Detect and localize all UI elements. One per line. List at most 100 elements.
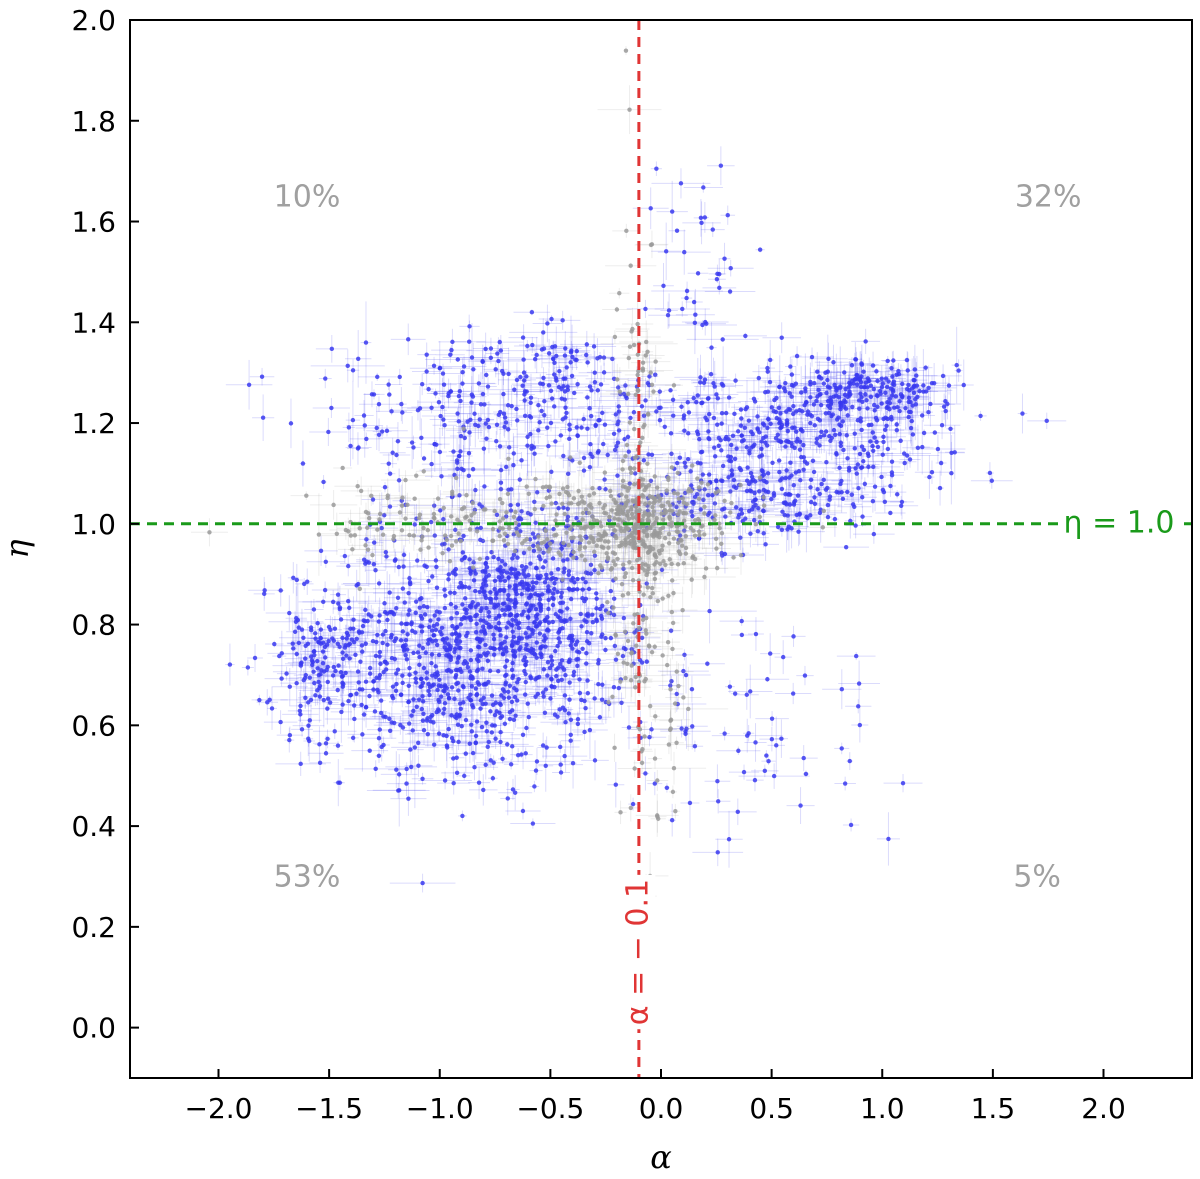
data-point bbox=[402, 600, 407, 605]
data-point bbox=[503, 645, 509, 650]
data-point bbox=[298, 712, 303, 717]
data-point bbox=[498, 739, 503, 745]
data-point bbox=[553, 612, 558, 617]
data-point bbox=[420, 718, 426, 723]
data-point bbox=[425, 604, 430, 610]
data-point bbox=[543, 763, 548, 768]
data-point bbox=[549, 316, 554, 322]
data-point bbox=[398, 692, 404, 698]
data-point bbox=[386, 382, 391, 387]
data-point bbox=[514, 575, 519, 580]
data-point bbox=[510, 556, 515, 561]
data-point bbox=[478, 525, 484, 531]
data-point bbox=[373, 568, 378, 573]
data-point bbox=[409, 713, 414, 718]
data-point bbox=[373, 653, 379, 659]
data-point bbox=[432, 533, 438, 538]
data-point bbox=[379, 525, 384, 531]
data-point bbox=[571, 669, 577, 675]
data-point bbox=[312, 680, 317, 686]
data-point bbox=[335, 743, 341, 748]
data-point bbox=[449, 735, 455, 741]
data-point bbox=[321, 479, 326, 485]
data-point bbox=[519, 458, 524, 463]
data-point bbox=[426, 688, 431, 694]
data-point bbox=[520, 732, 526, 737]
data-point bbox=[468, 673, 474, 679]
data-point bbox=[492, 712, 498, 718]
data-point bbox=[497, 646, 502, 651]
data-point bbox=[526, 615, 531, 620]
data-point bbox=[442, 605, 448, 611]
data-point bbox=[503, 680, 509, 685]
data-point bbox=[500, 574, 505, 580]
data-point bbox=[621, 615, 627, 621]
data-point bbox=[329, 405, 334, 411]
data-point bbox=[532, 499, 537, 505]
data-point bbox=[575, 381, 580, 387]
data-point bbox=[411, 708, 416, 714]
data-point bbox=[514, 406, 519, 412]
data-point bbox=[597, 715, 603, 720]
data-point bbox=[325, 696, 331, 701]
data-point bbox=[480, 666, 485, 671]
data-point bbox=[246, 382, 252, 387]
data-point bbox=[296, 640, 302, 646]
data-point bbox=[494, 709, 499, 714]
data-point bbox=[545, 425, 550, 430]
data-point bbox=[436, 617, 441, 622]
data-point bbox=[429, 660, 434, 666]
data-point bbox=[424, 676, 429, 681]
data-point bbox=[298, 703, 303, 709]
data-point bbox=[325, 736, 330, 742]
data-point bbox=[548, 676, 554, 681]
data-point bbox=[536, 428, 541, 433]
data-point bbox=[555, 643, 560, 649]
data-point bbox=[317, 760, 323, 766]
data-point bbox=[517, 477, 522, 482]
data-point bbox=[534, 655, 539, 660]
data-point bbox=[404, 766, 409, 772]
data-point bbox=[394, 605, 399, 611]
data-point bbox=[444, 636, 449, 641]
data-point bbox=[563, 673, 568, 678]
data-point bbox=[406, 683, 412, 688]
data-point bbox=[512, 694, 518, 700]
data-point bbox=[376, 402, 382, 407]
data-point bbox=[445, 648, 450, 653]
data-point bbox=[473, 588, 478, 594]
data-point bbox=[608, 588, 614, 594]
data-point bbox=[590, 612, 595, 617]
data-point bbox=[420, 645, 426, 651]
data-point bbox=[526, 625, 531, 631]
data-point bbox=[433, 638, 438, 643]
data-point bbox=[479, 606, 484, 611]
data-point bbox=[303, 643, 308, 648]
data-point bbox=[394, 671, 399, 676]
data-point bbox=[503, 562, 508, 567]
data-point bbox=[540, 690, 546, 695]
data-point bbox=[528, 675, 534, 681]
data-point bbox=[467, 669, 473, 674]
data-point bbox=[446, 547, 451, 552]
data-point bbox=[470, 599, 475, 605]
data-point bbox=[512, 790, 518, 795]
data-point bbox=[449, 685, 455, 690]
data-point bbox=[592, 379, 598, 385]
data-point bbox=[482, 484, 487, 489]
data-point bbox=[601, 355, 607, 360]
data-point bbox=[421, 604, 427, 609]
data-point bbox=[460, 602, 465, 607]
data-point bbox=[427, 624, 432, 630]
data-point bbox=[478, 698, 484, 703]
data-point bbox=[579, 697, 584, 703]
data-point bbox=[503, 664, 508, 669]
data-point bbox=[321, 599, 326, 605]
data-point bbox=[318, 636, 323, 641]
data-point bbox=[406, 699, 412, 704]
data-point bbox=[542, 710, 548, 715]
data-point bbox=[481, 695, 486, 700]
data-point bbox=[398, 638, 404, 643]
data-point bbox=[278, 719, 283, 725]
data-point bbox=[287, 684, 292, 689]
